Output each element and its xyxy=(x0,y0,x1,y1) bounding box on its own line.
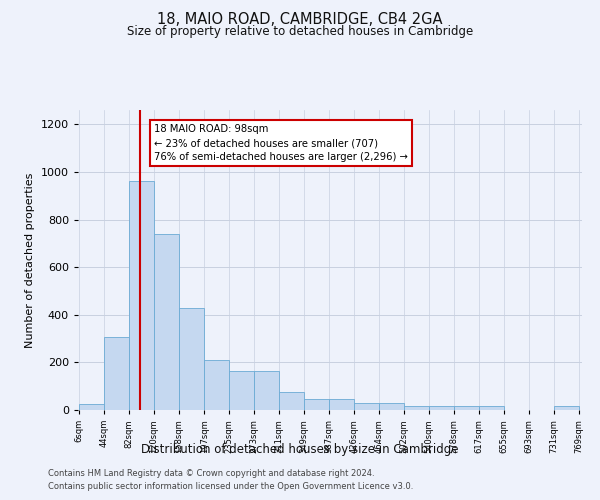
Text: Contains HM Land Registry data © Crown copyright and database right 2024.: Contains HM Land Registry data © Crown c… xyxy=(48,468,374,477)
Bar xyxy=(329,398,354,410)
Bar xyxy=(254,370,279,410)
Bar xyxy=(129,182,154,410)
Text: Distribution of detached houses by size in Cambridge: Distribution of detached houses by size … xyxy=(141,442,459,456)
Bar xyxy=(554,406,579,410)
Text: 18, MAIO ROAD, CAMBRIDGE, CB4 2GA: 18, MAIO ROAD, CAMBRIDGE, CB4 2GA xyxy=(157,12,443,28)
Bar xyxy=(379,403,404,410)
Bar xyxy=(154,234,179,410)
Bar xyxy=(479,406,504,410)
Bar xyxy=(179,308,205,410)
Text: Size of property relative to detached houses in Cambridge: Size of property relative to detached ho… xyxy=(127,25,473,38)
Bar xyxy=(205,360,229,410)
Bar xyxy=(104,338,129,410)
Bar xyxy=(354,403,379,410)
Bar xyxy=(279,392,304,410)
Bar xyxy=(404,406,429,410)
Bar xyxy=(229,370,254,410)
Text: 18 MAIO ROAD: 98sqm
← 23% of detached houses are smaller (707)
76% of semi-detac: 18 MAIO ROAD: 98sqm ← 23% of detached ho… xyxy=(154,124,408,162)
Bar xyxy=(304,398,329,410)
Y-axis label: Number of detached properties: Number of detached properties xyxy=(25,172,35,348)
Bar xyxy=(454,406,479,410)
Text: Contains public sector information licensed under the Open Government Licence v3: Contains public sector information licen… xyxy=(48,482,413,491)
Bar xyxy=(429,406,454,410)
Bar xyxy=(79,404,104,410)
